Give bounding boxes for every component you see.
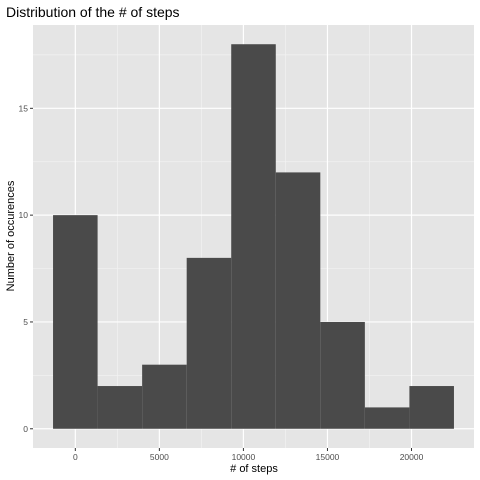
x-tick-label: 5000 — [150, 452, 169, 462]
x-axis-title: # of steps — [230, 463, 278, 475]
chart-title: Distribution of the # of steps — [6, 4, 180, 20]
histogram-bar — [320, 321, 365, 429]
y-axis-title: Number of occurences — [5, 180, 17, 291]
x-tick-label: 15000 — [316, 452, 340, 462]
histogram-bar — [142, 364, 187, 429]
x-tick-label: 20000 — [400, 452, 424, 462]
histogram-bars — [53, 44, 454, 429]
histogram-bar — [97, 386, 143, 429]
histogram-bar — [231, 44, 276, 429]
y-tick-label: 15 — [19, 103, 29, 113]
y-axis: 0 5 10 15 — [19, 103, 33, 434]
histogram-bar — [186, 257, 232, 429]
histogram-bar — [364, 407, 410, 429]
y-tick-label: 0 — [23, 424, 28, 434]
x-axis: 0 5000 10000 15000 20000 — [73, 448, 424, 462]
histogram-bar — [275, 172, 321, 429]
histogram-bar — [53, 215, 98, 429]
histogram-bar — [409, 386, 454, 429]
x-tick-label: 10000 — [232, 452, 256, 462]
x-tick-label: 0 — [73, 452, 78, 462]
y-tick-label: 10 — [19, 210, 29, 220]
y-tick-label: 5 — [23, 317, 28, 327]
